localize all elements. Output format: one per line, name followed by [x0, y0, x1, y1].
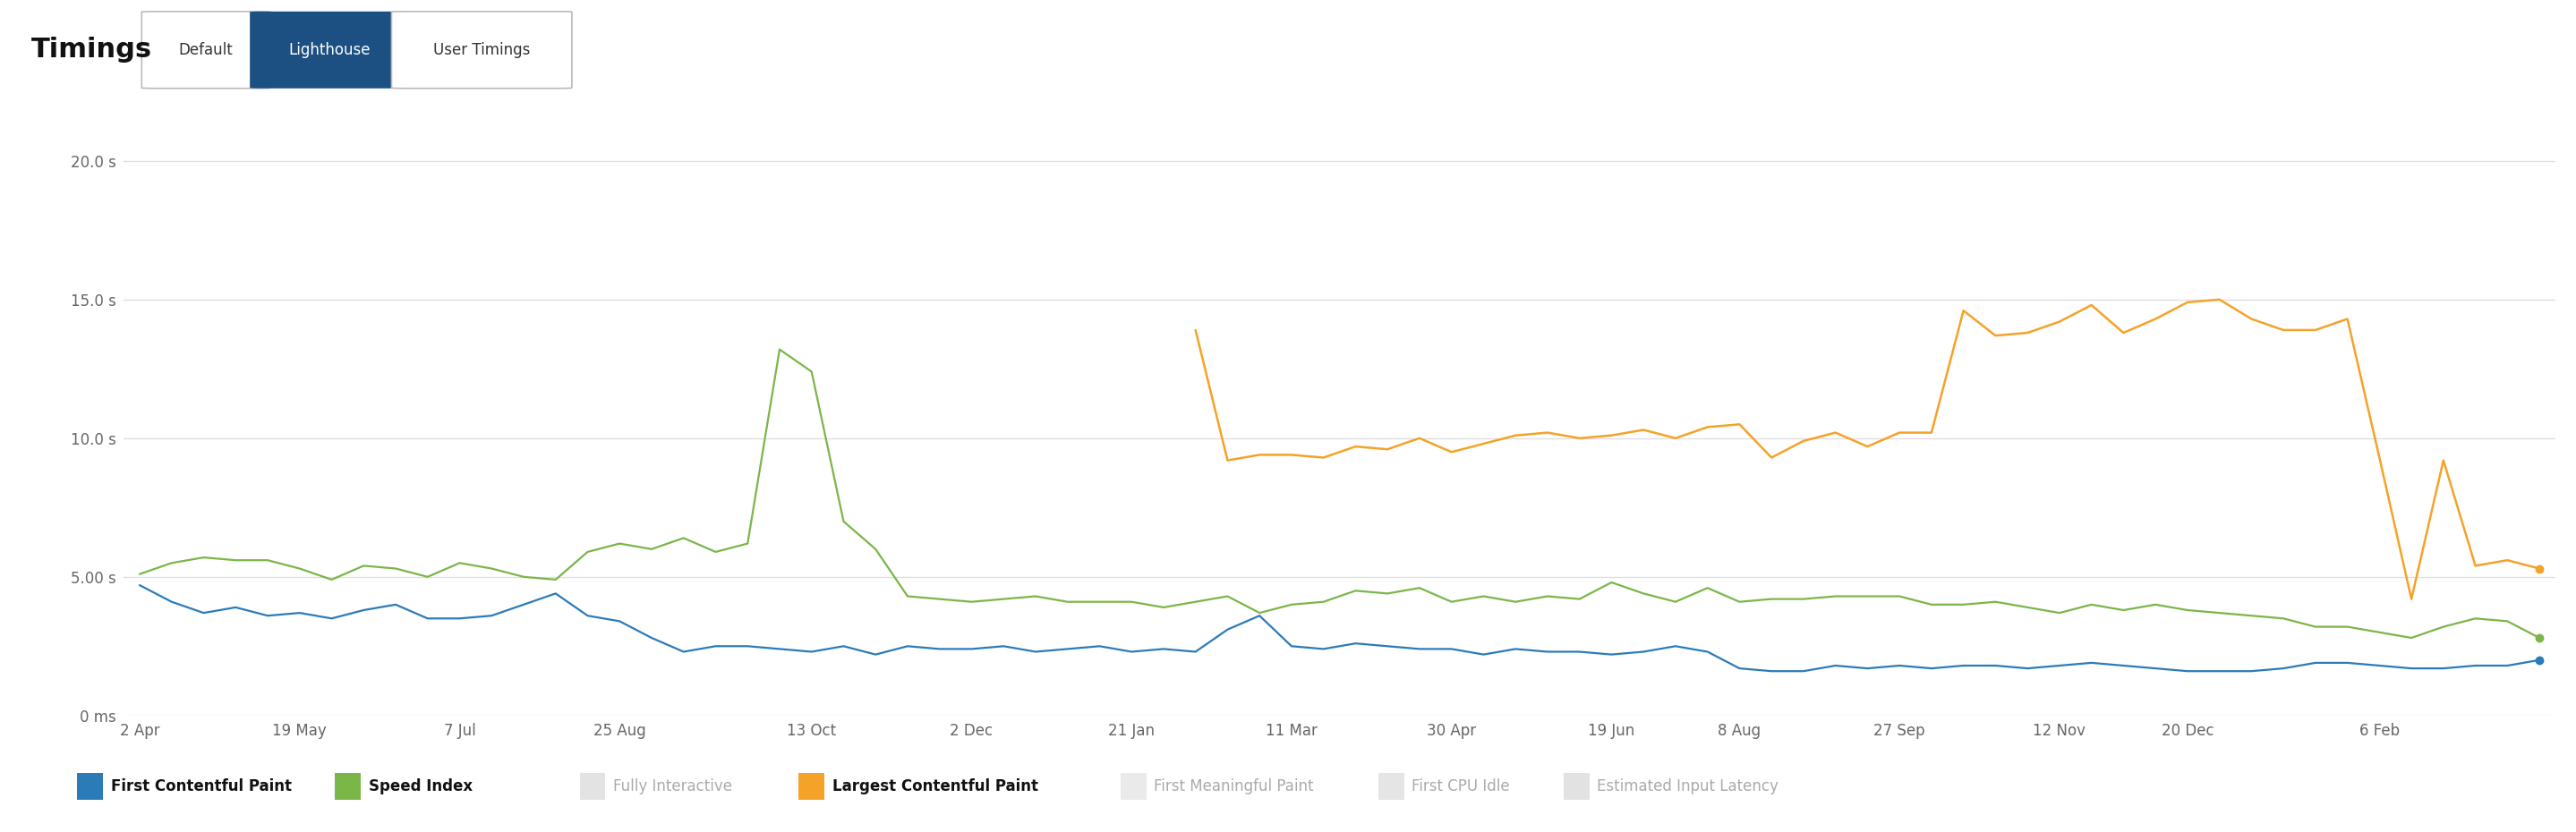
Text: Lighthouse: Lighthouse [289, 42, 371, 58]
FancyBboxPatch shape [250, 12, 410, 88]
Text: Largest Contentful Paint: Largest Contentful Paint [832, 778, 1038, 795]
Text: First Contentful Paint: First Contentful Paint [111, 778, 291, 795]
FancyBboxPatch shape [142, 12, 270, 88]
Text: Fully Interactive: Fully Interactive [613, 778, 732, 795]
Text: First CPU Idle: First CPU Idle [1412, 778, 1510, 795]
Point [2519, 631, 2561, 645]
Text: Estimated Input Latency: Estimated Input Latency [1597, 778, 1777, 795]
Bar [1121, 772, 1146, 800]
Bar [1564, 772, 1589, 800]
Bar [1378, 772, 1404, 800]
Point [2519, 562, 2561, 575]
Bar [580, 772, 605, 800]
Text: Default: Default [178, 42, 234, 58]
Text: Timings: Timings [31, 37, 152, 63]
Bar [799, 772, 824, 800]
Bar [335, 772, 361, 800]
Text: First Meaningful Paint: First Meaningful Paint [1154, 778, 1314, 795]
Bar [77, 772, 103, 800]
Point [2519, 653, 2561, 666]
Text: User Timings: User Timings [433, 42, 531, 58]
Text: Speed Index: Speed Index [368, 778, 471, 795]
FancyBboxPatch shape [392, 12, 572, 88]
